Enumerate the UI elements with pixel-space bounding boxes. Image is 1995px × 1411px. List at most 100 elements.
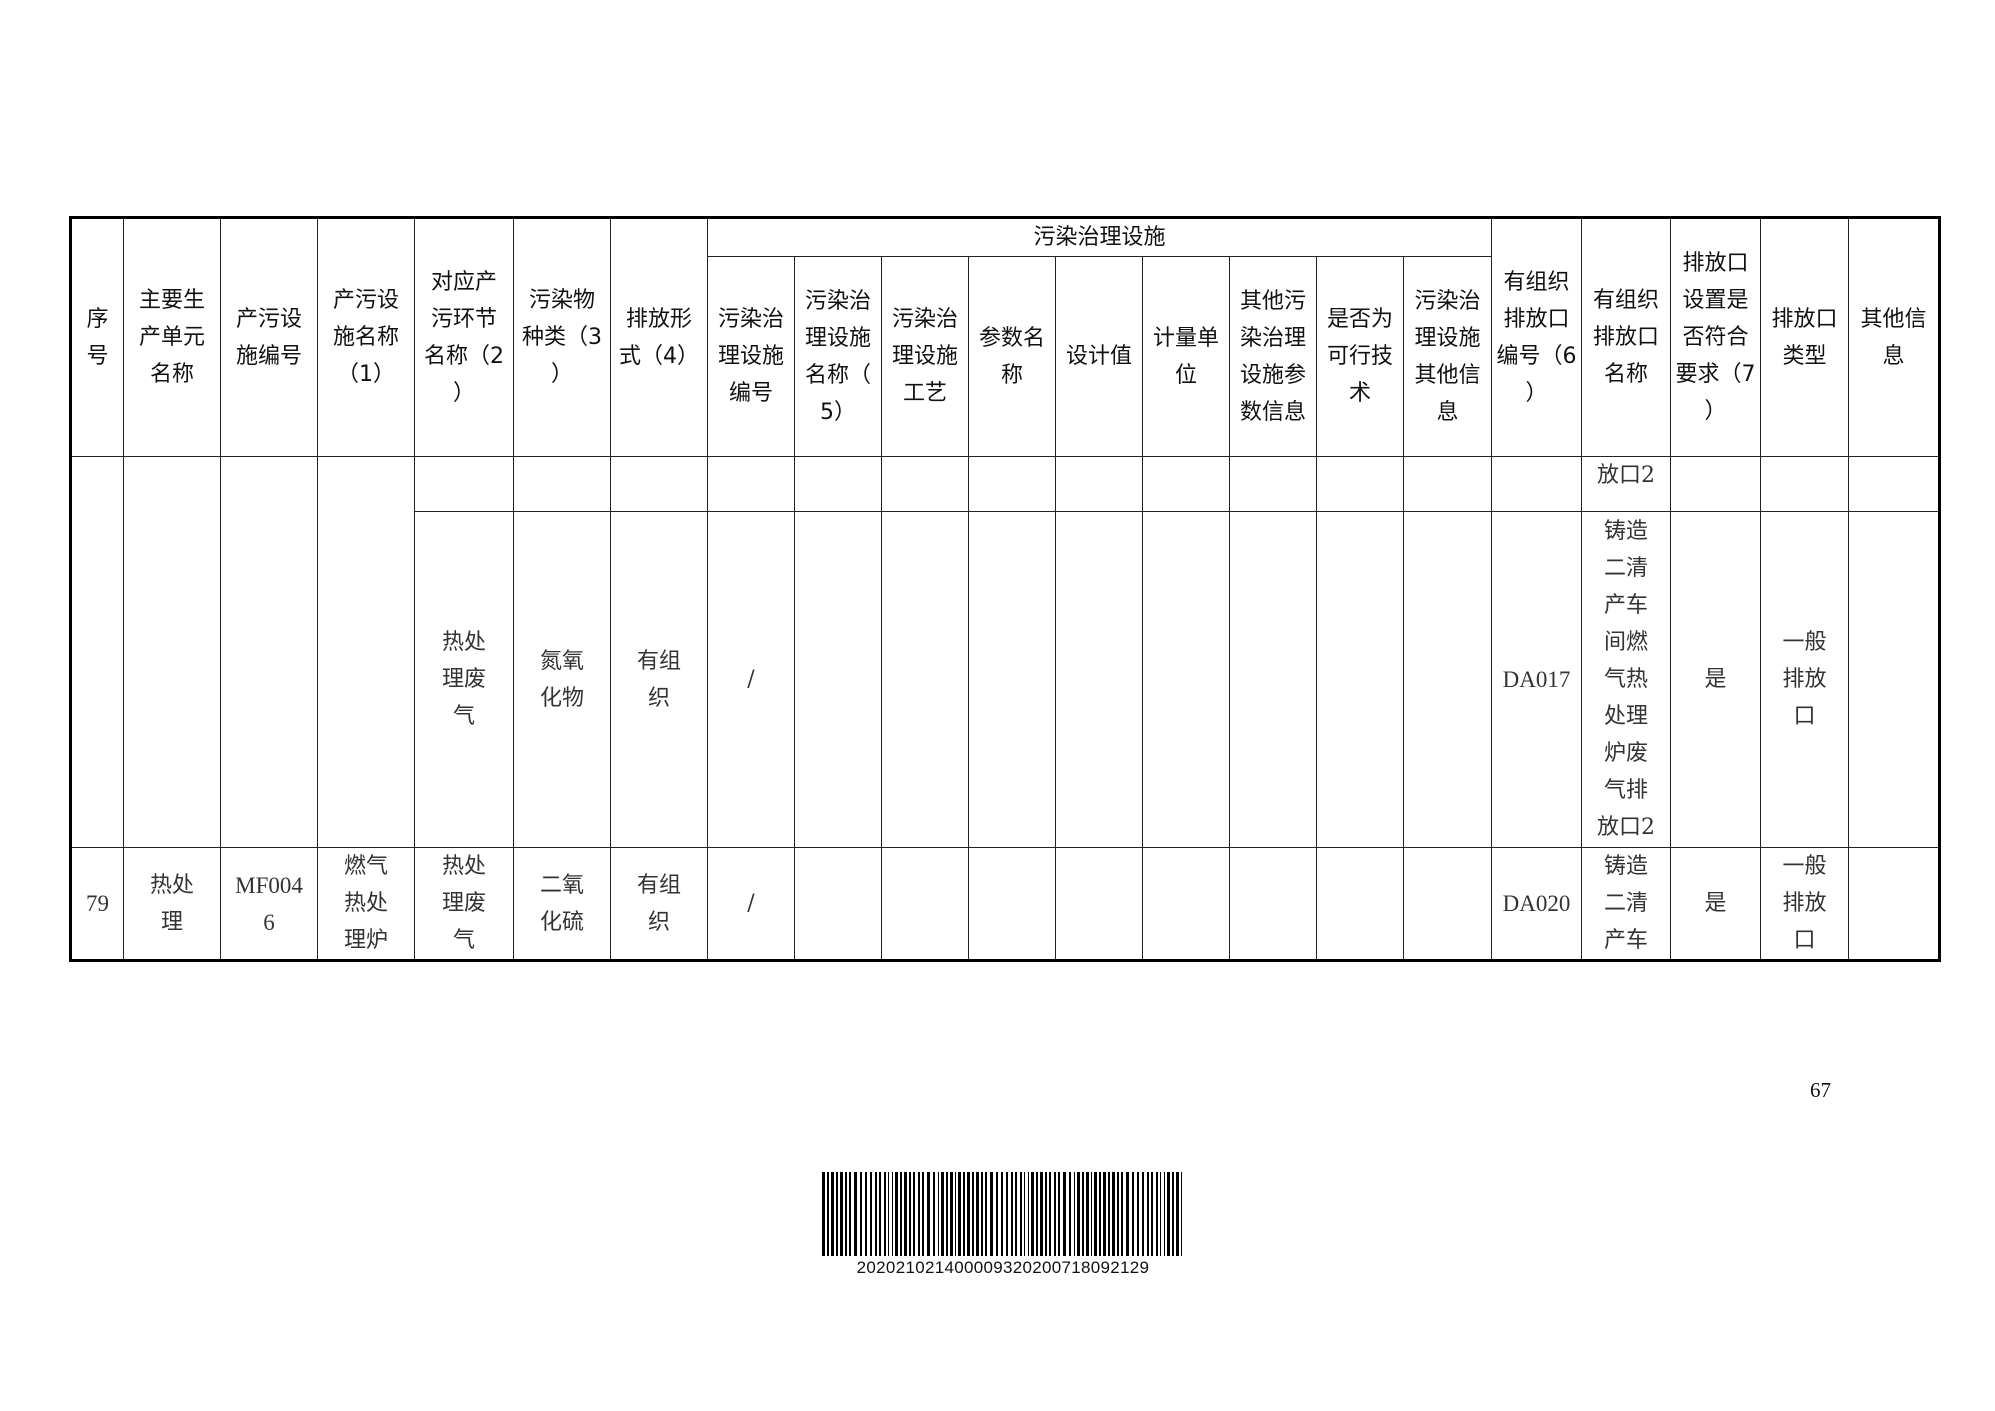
barcode-bar	[854, 1172, 857, 1256]
barcode-bar	[1082, 1172, 1084, 1256]
barcode-bar	[895, 1172, 898, 1256]
barcode-bar	[888, 1172, 889, 1256]
barcode-bar	[849, 1172, 851, 1256]
barcode-bar	[972, 1172, 974, 1256]
cell-unit	[123, 456, 221, 848]
barcode-bar	[865, 1172, 867, 1256]
barcode-number: 202021021400009320200718092129	[856, 1258, 1150, 1277]
cell	[1142, 511, 1230, 848]
barcode-bar	[860, 1172, 862, 1256]
cell-facility-id: /	[707, 511, 795, 848]
cell-facility-name: 燃气 热处 理炉	[317, 847, 415, 961]
cell	[1316, 456, 1404, 512]
barcode-bar	[904, 1172, 907, 1256]
barcode-bar	[1132, 1172, 1134, 1256]
barcode-bar	[875, 1172, 877, 1256]
header-design-value: 设计值	[1055, 256, 1143, 457]
cell-seq: 79	[70, 847, 124, 961]
header-pollutant: 污染物 种类（3 ）	[513, 217, 611, 457]
barcode-bar	[1091, 1172, 1092, 1256]
barcode-bar	[1036, 1172, 1038, 1256]
barcode-bar	[840, 1172, 843, 1256]
cell	[881, 847, 969, 961]
barcode-bar	[1031, 1172, 1034, 1256]
cell	[1142, 456, 1230, 512]
barcode-bar	[985, 1172, 987, 1256]
barcode-bar	[1020, 1172, 1022, 1256]
barcode-bar	[1121, 1172, 1123, 1256]
barcode-bar	[938, 1172, 939, 1256]
barcode-bar	[1164, 1172, 1165, 1256]
cell	[1229, 511, 1317, 848]
header-other-info: 其他信 息	[1848, 217, 1940, 457]
barcode-bar	[1040, 1172, 1043, 1256]
barcode-bar	[1028, 1172, 1029, 1256]
header-compliant: 排放口 设置是 否符合 要求（7 ）	[1670, 217, 1761, 457]
barcode-bar	[1054, 1172, 1056, 1256]
barcode-bar	[1151, 1172, 1153, 1256]
header-unit: 主要生 产单元 名称	[123, 217, 221, 457]
barcode-bar	[1011, 1172, 1013, 1256]
cell	[1229, 847, 1317, 961]
cell-compliant: 是	[1670, 511, 1761, 848]
header-unit-measure: 计量单 位	[1142, 256, 1230, 457]
barcode-bar	[1063, 1172, 1066, 1256]
barcode-bar	[836, 1172, 838, 1256]
barcode-bar	[1160, 1172, 1161, 1256]
table-row: 热处 理废 气 氮氧 化物 有组 织 / DA017 铸造 二清 产车 间燃 气…	[71, 511, 1940, 848]
barcode-bar	[922, 1172, 924, 1256]
cell-outlet-name: 放口2	[1581, 456, 1671, 512]
cell	[794, 847, 882, 961]
barcode-bar	[981, 1172, 983, 1256]
barcode-bar	[1074, 1172, 1075, 1256]
header-outlet-id: 有组织 排放口 编号（6 ）	[1491, 217, 1582, 457]
header-facility-code: 产污设 施编号	[220, 217, 318, 457]
header-other-params: 其他污 染治理 设施参 数信息	[1229, 256, 1317, 457]
barcode-bar	[1045, 1172, 1047, 1256]
cell-pollution-stage: 热处 理废 气	[414, 511, 514, 848]
cell-outlet-type: 一般 排放 口	[1760, 511, 1849, 848]
header-outlet-type: 排放口 类型	[1760, 217, 1849, 457]
cell	[1316, 511, 1404, 848]
cell	[1403, 511, 1492, 848]
barcode-bar	[1181, 1172, 1182, 1256]
pollution-facility-table: 序 号 主要生 产单元 名称 产污设 施编号 产污设 施名称 （1） 对应产 污…	[69, 216, 1941, 962]
header-feasible: 是否为 可行技 术	[1316, 256, 1404, 457]
barcode-bar	[1112, 1172, 1115, 1256]
cell	[1142, 847, 1230, 961]
barcode-bar	[967, 1172, 970, 1256]
barcode-bar	[913, 1172, 915, 1256]
header-outlet-name: 有组织 排放口 名称	[1581, 217, 1671, 457]
barcode-bar	[909, 1172, 911, 1256]
barcode-bar	[1086, 1172, 1089, 1256]
barcode-bar	[1069, 1172, 1071, 1256]
cell	[707, 456, 795, 512]
barcode-bar	[955, 1172, 956, 1256]
header-pollution-stage: 对应产 污环节 名称（2 ）	[414, 217, 514, 457]
barcode-bar	[1077, 1172, 1080, 1256]
table-row: 79 热处 理 MF004 6 燃气 热处 理炉 热处 理废 气 二氧 化硫 有…	[70, 847, 1940, 961]
barcode-bar	[1103, 1172, 1106, 1256]
cell	[1848, 456, 1940, 512]
barcode-bar	[1167, 1172, 1170, 1256]
header-discharge-form: 排放形 式（4）	[610, 217, 708, 457]
barcode-bar	[900, 1172, 902, 1256]
header-treatment-process: 污染治 理设施 工艺	[881, 256, 969, 457]
barcode-bar	[1006, 1172, 1008, 1256]
barcode-bar	[933, 1172, 935, 1256]
barcode-bar	[1024, 1172, 1025, 1256]
cell-facility-code	[220, 456, 318, 848]
barcode-bar	[976, 1172, 979, 1256]
cell	[968, 511, 1056, 848]
cell	[1760, 456, 1849, 512]
barcode-bar	[1099, 1172, 1101, 1256]
barcode-bar	[1137, 1172, 1139, 1256]
header-treatment-name: 污染治 理设施 名称（ 5）	[794, 256, 882, 457]
barcode-bar	[884, 1172, 886, 1256]
header-treatment-group: 污染治理设施	[707, 217, 1492, 257]
cell	[1491, 456, 1582, 512]
cell-pollutant: 二氧 化硫	[513, 847, 611, 961]
barcode-bar	[990, 1172, 993, 1256]
barcode-bar	[831, 1172, 834, 1256]
